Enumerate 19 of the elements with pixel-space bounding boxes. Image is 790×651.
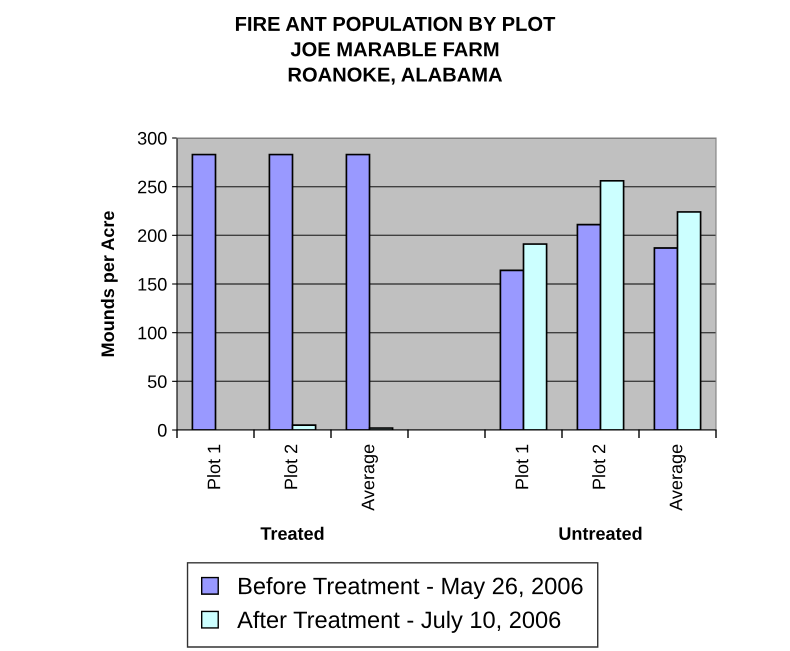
x-tick-label: Average xyxy=(670,444,686,511)
y-tick-label: 0 xyxy=(158,424,167,437)
y-tick-label: 50 xyxy=(148,375,167,388)
chart-title: FIRE ANT POPULATION BY PLOT JOE MARABLE FARM ROANOKE, ALABAMA xyxy=(236,16,556,85)
y-axis-title: Mounds per Acre xyxy=(100,211,118,356)
y-tick-label: 100 xyxy=(138,326,167,340)
x-tick-label: Plot 1 xyxy=(207,444,220,489)
x-tick-label: Plot 1 xyxy=(515,444,528,489)
text: Untreated xyxy=(559,526,642,540)
x-tick-label: Plot 2 xyxy=(284,444,298,489)
y-tick-label: 150 xyxy=(138,278,167,291)
y-tick-label: 200 xyxy=(138,229,167,242)
x-tick-label: Plot 2 xyxy=(592,444,606,489)
x-tick-label: Average xyxy=(362,444,378,511)
y-tick-label: 300 xyxy=(138,132,167,145)
legend-label: After Treatment - July 10, 2006 xyxy=(237,610,560,633)
text: Treated xyxy=(260,526,324,540)
legend-label: Before Treatment - May 26, 2006 xyxy=(239,577,583,600)
y-tick-label: 250 xyxy=(138,180,167,194)
